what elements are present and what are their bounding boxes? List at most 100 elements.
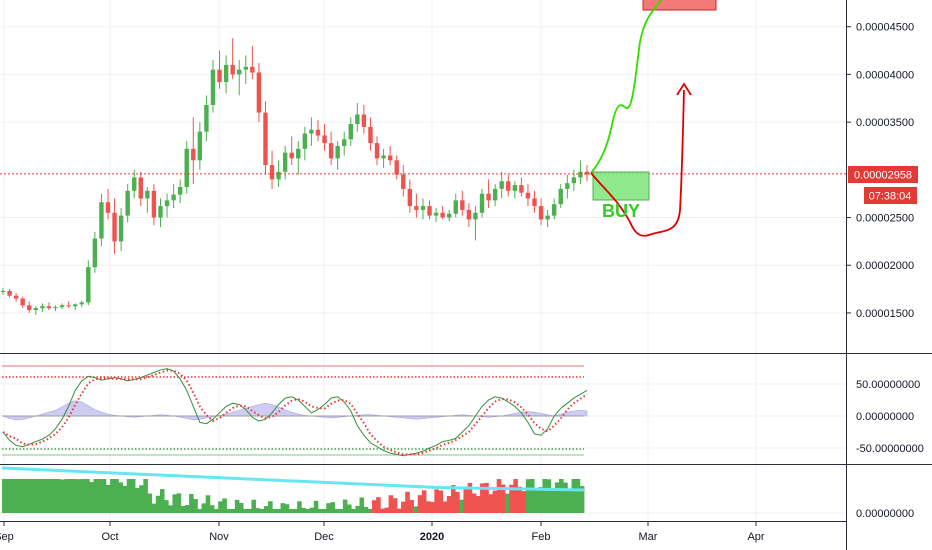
bullish-projection-line[interactable] <box>590 0 665 174</box>
candle-body <box>40 306 45 309</box>
candle-body <box>374 143 380 159</box>
volume-bar <box>559 479 564 513</box>
volume-bar <box>421 490 427 513</box>
volume-bar <box>351 509 356 513</box>
volume-bar <box>317 509 323 513</box>
volume-bar <box>31 479 36 513</box>
volume-bar <box>342 499 348 513</box>
volume-bar <box>97 479 103 513</box>
volume-bar <box>18 479 24 513</box>
volume-bar <box>579 486 585 513</box>
volume-pane[interactable] <box>1 466 585 513</box>
candle-body <box>243 66 248 70</box>
candle-body <box>191 148 196 161</box>
candle-body <box>466 209 472 220</box>
candle-body <box>59 305 65 308</box>
candle-body <box>309 129 314 134</box>
volume-bar <box>51 479 57 513</box>
price-axis[interactable]: 0.00004500 0.00004000 0.00003500 0.00002500… <box>846 22 924 520</box>
volume-bar <box>288 509 294 513</box>
volume-bar <box>193 499 198 513</box>
candle-body <box>20 298 25 306</box>
candle-body <box>256 72 262 113</box>
volume-bar <box>363 506 369 513</box>
candle-body <box>210 69 216 105</box>
oscillator-pane[interactable] <box>2 365 588 457</box>
volume-bar <box>388 495 394 513</box>
volume-bar <box>347 504 352 513</box>
volume-bar <box>126 479 132 513</box>
candle-body <box>92 238 98 268</box>
volume-bar <box>222 498 227 513</box>
candle-body <box>551 204 557 216</box>
oscillator-signal-line <box>2 368 588 457</box>
volume-bar <box>505 493 510 513</box>
price-axis-label: 0.00001500 <box>856 308 914 320</box>
candle-body <box>33 308 39 311</box>
candle-body <box>460 200 465 210</box>
candle-body <box>558 188 563 205</box>
current-price-badge: 0.00002958 07:38:04 <box>848 166 918 204</box>
volume-bar <box>359 497 365 513</box>
volume-bar <box>139 485 144 513</box>
volume-bar <box>293 509 298 513</box>
candle-body <box>269 165 275 180</box>
volume-bars <box>2 479 585 513</box>
candle-body <box>125 190 130 216</box>
candle-body <box>99 202 104 239</box>
projection-drawings[interactable]: BUY <box>590 0 717 237</box>
volume-bar <box>550 489 556 513</box>
bearish-projection-line[interactable] <box>590 89 685 237</box>
volume-bar <box>330 502 335 513</box>
volume-bar <box>409 499 414 513</box>
volume-bar <box>546 479 552 513</box>
volume-bar <box>371 500 377 513</box>
volume-bar <box>251 499 256 513</box>
candle-body <box>512 185 518 191</box>
time-axis-label: Dec <box>314 531 334 543</box>
candle-body <box>407 188 413 207</box>
volume-bar <box>542 479 547 513</box>
time-axis[interactable]: Sep Oct Nov Dec 2020 Feb Mar Apr <box>0 521 765 543</box>
volume-bar <box>268 501 273 513</box>
price-pane[interactable]: BUY <box>0 0 846 315</box>
candle-body <box>158 206 163 218</box>
volume-bar <box>575 479 581 513</box>
candle-body <box>46 306 52 309</box>
volume-bar <box>480 483 485 513</box>
volume-bar <box>538 487 543 513</box>
volume-bar <box>417 495 423 513</box>
candle-body <box>479 193 485 213</box>
volume-bar <box>434 489 439 513</box>
price-axis-label: 0.00002000 <box>856 260 914 272</box>
volume-bar <box>76 479 82 513</box>
volume-bar <box>446 496 452 513</box>
candle-body <box>171 194 176 201</box>
volume-bar <box>2 479 7 513</box>
candle-body <box>578 171 583 178</box>
candle-body <box>237 69 242 75</box>
volume-bar <box>176 493 182 513</box>
candle-body <box>79 302 84 305</box>
candle-body <box>322 135 327 144</box>
time-axis-label: Sep <box>0 531 14 543</box>
volume-bar <box>305 509 311 513</box>
time-axis-label: Mar <box>639 531 658 543</box>
oscillator-axis-label: -50.00000000 <box>856 443 924 455</box>
candle-body <box>302 133 308 149</box>
grid-lines <box>0 0 846 521</box>
volume-bar <box>521 491 527 513</box>
target-zone-box[interactable] <box>642 0 717 11</box>
volume-bar <box>110 479 115 513</box>
volume-bar <box>334 509 340 513</box>
price-axis-label: 0.00002500 <box>856 213 914 225</box>
volume-bar <box>168 505 173 513</box>
volume-bar <box>396 508 402 513</box>
candle-body <box>0 290 6 292</box>
volume-bar <box>255 508 261 513</box>
volume-bar <box>430 501 435 513</box>
candle-body <box>440 212 445 218</box>
volume-bar <box>338 509 344 513</box>
candle-body <box>348 124 353 140</box>
